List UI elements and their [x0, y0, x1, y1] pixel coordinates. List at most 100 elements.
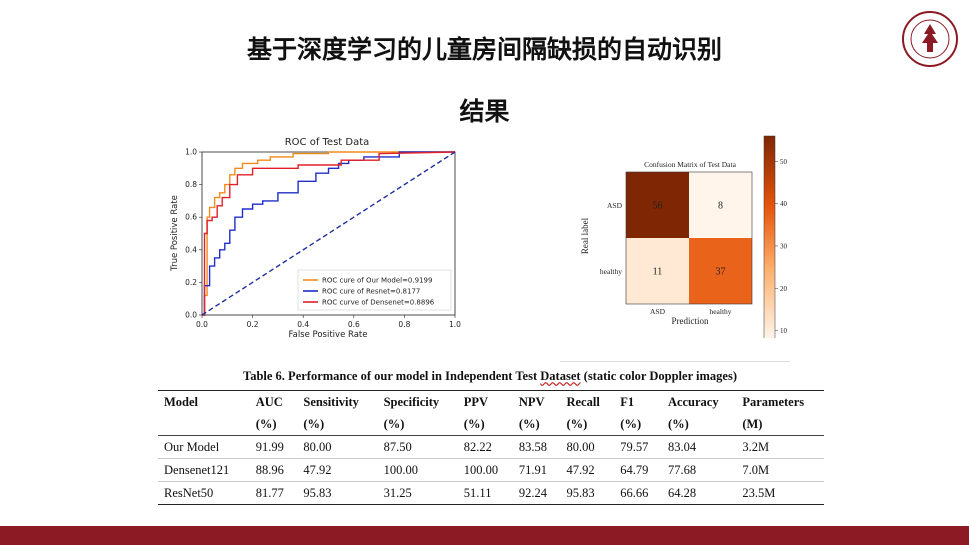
confusion-matrix: Confusion Matrix of Test Data 56 8 11 37 ASD… — [580, 135, 788, 338]
unit-cell: (M) — [736, 413, 824, 436]
table-cell: 82.22 — [457, 435, 513, 459]
col-header-auc: AUC — [249, 390, 298, 413]
roc-series-line — [202, 151, 456, 316]
col-header-recall: Recall — [560, 390, 615, 413]
unit-cell: (%) — [560, 413, 615, 436]
cm-colorbar-label: 20 — [780, 285, 788, 293]
roc-chart-title: ROC of Test Data — [285, 137, 370, 148]
roc-chance-line — [201, 151, 456, 316]
caption-dataset: Dataset — [540, 369, 581, 383]
roc-y-tick-label: 1.0 — [185, 148, 197, 157]
unit-cell: (%) — [377, 413, 458, 436]
roc-y-tick-label: 0.8 — [185, 180, 197, 189]
cm-colorbar-label: 10 — [780, 327, 788, 335]
cm-cell-value: 11 — [653, 267, 663, 278]
cm-y-axis-label: Real label — [580, 217, 590, 254]
table-row: ResNet50 81.77 95.83 31.25 51.11 92.24 9… — [158, 481, 824, 505]
table-cell: 80.00 — [560, 435, 615, 459]
roc-y-tick-label: 0.2 — [185, 278, 197, 287]
col-header-parameters: Parameters — [736, 390, 824, 413]
roc-x-axis-label: False Positive Rate — [289, 330, 368, 340]
roc-series-line — [202, 151, 455, 316]
cm-row-label: healthy — [600, 267, 622, 276]
cm-col-label: healthy — [709, 307, 731, 316]
table-caption: Table 6. Performance of our model in Ind… — [155, 369, 825, 384]
roc-legend: ROC cure of Our Model=0.9199 ROC cure of … — [297, 269, 452, 311]
roc-x-tick-label: 0.0 — [196, 320, 208, 329]
table-cell: 3.2M — [736, 435, 824, 459]
caption-prefix: Table 6. Performance of our model in Ind… — [243, 369, 541, 383]
cm-title: Confusion Matrix of Test Data — [644, 160, 736, 169]
cm-cell — [689, 238, 752, 304]
roc-series-line — [202, 151, 455, 316]
roc-x-tick-label: 0.8 — [398, 320, 410, 329]
col-header-accuracy: Accuracy — [661, 390, 737, 413]
table-cell: 47.92 — [297, 458, 378, 482]
cm-cell-value: 56 — [653, 201, 663, 212]
table-cell: 100.00 — [377, 458, 458, 482]
table-cell: Densenet121 — [158, 458, 250, 482]
table-units-row: (%) (%) (%) (%) (%) (%) (%) (%) (M) — [158, 413, 824, 436]
cm-x-axis-label: Prediction — [672, 316, 709, 326]
col-header-npv: NPV — [512, 390, 561, 413]
unit-cell: (%) — [661, 413, 737, 436]
table-cell: 95.83 — [297, 481, 378, 505]
table-cell: 100.00 — [457, 458, 513, 482]
table-cell: 31.25 — [377, 481, 458, 505]
cm-cell — [626, 172, 689, 238]
table-cell: 88.96 — [249, 458, 298, 482]
roc-y-tick-label: 0.4 — [185, 245, 197, 254]
roc-y-axis-label: True Positive Rate — [170, 195, 180, 272]
table-cell: 80.00 — [297, 435, 378, 459]
table-cell: 77.68 — [661, 458, 737, 482]
cm-cell-value: 8 — [718, 201, 723, 212]
slide-title: 基于深度学习的儿童房间隔缺损的自动识别 — [246, 35, 722, 64]
table-row: Our Model 91.99 80.00 87.50 82.22 83.58 … — [158, 435, 824, 459]
cm-cell — [626, 238, 689, 304]
slide-subtitle: 结果 — [459, 97, 510, 126]
table-cell: 47.92 — [560, 458, 615, 482]
table-cell: 92.24 — [512, 481, 561, 505]
footer-bar — [0, 526, 969, 545]
cm-colorbar-label: 50 — [780, 158, 788, 166]
table-cell: 81.77 — [249, 481, 298, 505]
table-cell: 71.91 — [512, 458, 561, 482]
cm-frame — [625, 171, 753, 305]
col-header-specificity: Specificity — [377, 390, 458, 413]
table-cell: 95.83 — [560, 481, 615, 505]
cm-cell-value: 37 — [716, 267, 726, 278]
unit-cell — [158, 413, 250, 436]
table-cell: 79.57 — [614, 435, 662, 459]
cm-row-label: ASD — [607, 201, 623, 210]
roc-x-tick-label: 1.0 — [449, 320, 461, 329]
table-cell: 87.50 — [377, 435, 458, 459]
unit-cell: (%) — [512, 413, 561, 436]
table-cell: Our Model — [158, 435, 250, 459]
performance-table: Model AUC Sensitivity Specificity PPV NP… — [158, 390, 824, 505]
unit-cell: (%) — [614, 413, 662, 436]
divider — [560, 361, 790, 362]
table-cell: 66.66 — [614, 481, 662, 505]
table-cell: 51.11 — [457, 481, 513, 505]
roc-legend-entry: ROC cure of Resnet=0.8177 — [322, 288, 420, 296]
university-logo — [902, 11, 958, 67]
col-header-sensitivity: Sensitivity — [297, 390, 378, 413]
table-cell: 64.28 — [661, 481, 737, 505]
table-cell: 83.58 — [512, 435, 561, 459]
cm-cell — [689, 172, 752, 238]
cm-col-label: ASD — [650, 307, 666, 316]
caption-suffix: (static color Doppler images) — [580, 369, 737, 383]
roc-legend-box — [297, 269, 452, 311]
unit-cell: (%) — [297, 413, 378, 436]
unit-cell: (%) — [457, 413, 513, 436]
cm-colorbar — [763, 135, 776, 338]
col-header-f1: F1 — [614, 390, 662, 413]
roc-y-tick-label: 0.0 — [185, 311, 197, 320]
unit-cell: (%) — [249, 413, 298, 436]
table-cell: 64.79 — [614, 458, 662, 482]
table-cell: 91.99 — [249, 435, 298, 459]
roc-x-tick-label: 0.6 — [348, 320, 360, 329]
cm-colorbar-label: 40 — [780, 200, 788, 208]
table-cell: 23.5M — [736, 481, 824, 505]
roc-legend-entry: ROC cure of Our Model=0.9199 — [322, 277, 432, 285]
